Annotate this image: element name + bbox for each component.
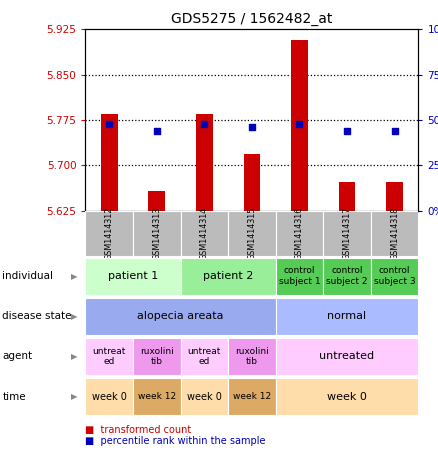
- Text: ■  transformed count: ■ transformed count: [85, 425, 192, 435]
- Bar: [371, 211, 418, 256]
- Bar: [85, 211, 133, 256]
- Text: control
subject 3: control subject 3: [374, 266, 415, 286]
- Text: GSM1414314: GSM1414314: [200, 207, 209, 260]
- Point: [391, 127, 398, 135]
- Text: ▶: ▶: [71, 271, 78, 280]
- Bar: [101, 114, 117, 211]
- Text: patient 1: patient 1: [108, 271, 158, 281]
- Bar: [371, 258, 418, 294]
- Text: ruxolini
tib: ruxolini tib: [235, 347, 269, 366]
- Bar: [276, 298, 418, 335]
- Text: GSM1414315: GSM1414315: [247, 207, 256, 260]
- Text: untreat
ed: untreat ed: [92, 347, 126, 366]
- Text: untreated: untreated: [319, 352, 374, 361]
- Text: ■  percentile rank within the sample: ■ percentile rank within the sample: [85, 436, 266, 446]
- Text: individual: individual: [2, 271, 53, 281]
- Text: patient 2: patient 2: [203, 271, 253, 281]
- Bar: [276, 338, 418, 375]
- Bar: [291, 40, 308, 211]
- Text: GSM1414316: GSM1414316: [295, 207, 304, 260]
- Point: [248, 124, 255, 131]
- Bar: [228, 211, 276, 256]
- Point: [106, 120, 113, 127]
- Bar: [196, 114, 212, 211]
- Bar: [85, 378, 133, 415]
- Bar: [276, 211, 323, 256]
- Bar: [85, 338, 133, 375]
- Bar: [339, 182, 355, 211]
- Bar: [386, 182, 403, 211]
- Bar: [180, 211, 228, 256]
- Bar: [180, 258, 276, 294]
- Bar: [85, 298, 276, 335]
- Bar: [323, 258, 371, 294]
- Text: agent: agent: [2, 352, 32, 361]
- Text: untreat
ed: untreat ed: [187, 347, 221, 366]
- Text: ▶: ▶: [71, 312, 78, 321]
- Text: ▶: ▶: [71, 392, 78, 401]
- Text: GSM1414317: GSM1414317: [343, 207, 351, 260]
- Text: GSM1414313: GSM1414313: [152, 207, 161, 260]
- Text: GSM1414318: GSM1414318: [390, 207, 399, 260]
- Bar: [85, 258, 180, 294]
- Text: control
subject 1: control subject 1: [279, 266, 320, 286]
- Bar: [133, 211, 180, 256]
- Point: [153, 127, 160, 135]
- Bar: [276, 378, 418, 415]
- Text: week 0: week 0: [187, 392, 222, 402]
- Text: normal: normal: [327, 311, 367, 321]
- Bar: [244, 154, 260, 211]
- Title: GDS5275 / 1562482_at: GDS5275 / 1562482_at: [171, 12, 332, 26]
- Bar: [133, 338, 180, 375]
- Text: week 12: week 12: [233, 392, 271, 401]
- Bar: [228, 338, 276, 375]
- Bar: [148, 191, 165, 211]
- Text: alopecia areata: alopecia areata: [137, 311, 224, 321]
- Point: [343, 127, 350, 135]
- Text: disease state: disease state: [2, 311, 72, 321]
- Point: [296, 120, 303, 127]
- Bar: [133, 378, 180, 415]
- Text: week 12: week 12: [138, 392, 176, 401]
- Bar: [180, 378, 228, 415]
- Text: control
subject 2: control subject 2: [326, 266, 368, 286]
- Text: time: time: [2, 392, 26, 402]
- Text: ruxolini
tib: ruxolini tib: [140, 347, 173, 366]
- Text: week 0: week 0: [92, 392, 127, 402]
- Bar: [323, 211, 371, 256]
- Bar: [180, 338, 228, 375]
- Bar: [228, 378, 276, 415]
- Point: [201, 120, 208, 127]
- Text: GSM1414312: GSM1414312: [105, 207, 114, 260]
- Bar: [276, 258, 323, 294]
- Text: ▶: ▶: [71, 352, 78, 361]
- Text: week 0: week 0: [327, 392, 367, 402]
